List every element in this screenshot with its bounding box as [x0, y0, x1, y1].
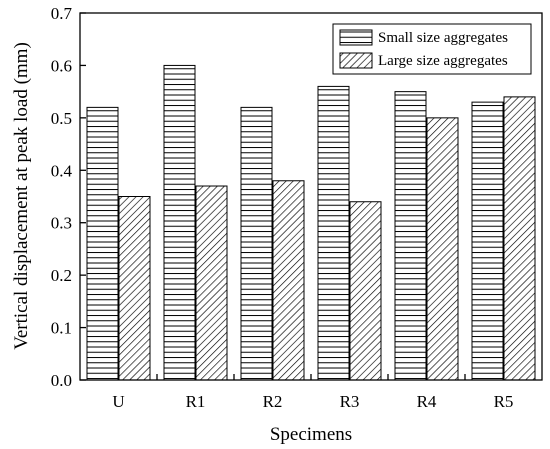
bar-small-r5 — [471, 101, 504, 381]
legend-label-small: Small size aggregates — [378, 30, 508, 46]
y-tick-label: 0.2 — [51, 266, 72, 285]
bar-small-r3 — [317, 85, 350, 381]
x-tick-label: R5 — [494, 392, 514, 411]
bar-small-r4 — [394, 91, 427, 381]
ticks-layer: 0.0 0.1 0.2 0.3 0.4 0.5 0.6 0.7 U R1 R2 R3 R4 R5 — [51, 4, 514, 411]
y-tick-label: 0.7 — [51, 4, 73, 23]
y-tick-label: 0.1 — [51, 319, 72, 338]
bar-small-u — [86, 106, 119, 381]
y-tick-label: 0.6 — [51, 56, 72, 75]
y-tick-label: 0.4 — [51, 161, 73, 180]
y-axis-label: Vertical displacement at peak load (mm) — [11, 42, 32, 350]
bar-large-u — [118, 196, 151, 381]
bar-large-r1 — [195, 185, 228, 381]
y-tick-label: 0.3 — [51, 214, 72, 233]
bar-small-r2 — [240, 106, 273, 381]
bar-large-r5 — [503, 96, 536, 381]
x-tick-label: U — [112, 392, 124, 411]
x-axis-label: Specimens — [270, 424, 352, 445]
bar-large-r2 — [272, 180, 305, 381]
legend-swatch-small — [339, 29, 373, 46]
bar-large-r3 — [349, 201, 382, 381]
y-tick-label: 0.0 — [51, 371, 72, 390]
legend-label-large: Large size aggregates — [378, 53, 508, 69]
bar-small-r1 — [163, 64, 196, 381]
x-tick-label: R4 — [417, 392, 437, 411]
legend: Small size aggregates Large size aggrega… — [332, 23, 532, 75]
x-tick-label: R3 — [340, 392, 360, 411]
y-tick-label: 0.5 — [51, 109, 72, 128]
bars-layer — [86, 64, 536, 381]
x-tick-label: R1 — [186, 392, 206, 411]
x-tick-label: R2 — [263, 392, 283, 411]
legend-swatch-large — [339, 52, 373, 69]
bar-large-r4 — [426, 117, 459, 381]
